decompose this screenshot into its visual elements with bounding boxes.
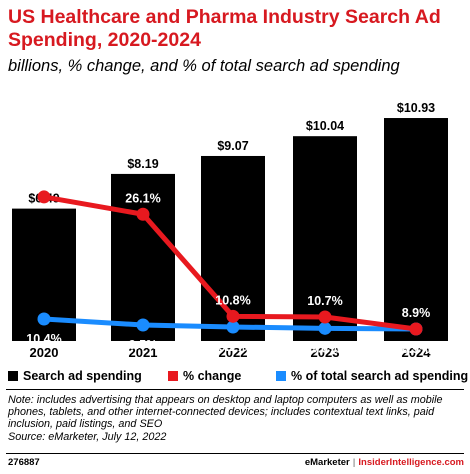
share-of-total-label-2024: 8.9%: [402, 342, 431, 356]
footer-divider: [6, 453, 464, 454]
share-of-total-label-2020: 10.4%: [26, 332, 61, 346]
legend-label-percent-of-total: % of total search ad spending: [291, 369, 469, 383]
bar-2023: [293, 136, 357, 341]
percent-change-label-2022: 10.8%: [215, 293, 250, 307]
share-of-total-point-2021: [136, 318, 150, 332]
legend-item-search-ad-spending: Search ad spending: [8, 369, 142, 383]
x-tick-2024: 2024: [402, 345, 432, 360]
bar-2021: [111, 173, 175, 341]
share-of-total-point-2020: [37, 312, 51, 326]
note-text: Note: includes advertising that appears …: [8, 394, 443, 431]
bar-label-2023: $10.04: [306, 119, 344, 133]
x-tick-2022: 2022: [219, 345, 248, 360]
brand-site: InsiderIntelligence.com: [358, 457, 464, 468]
percent-change-point-2020: [37, 190, 51, 204]
percent-change-label-2020: 28.7%: [26, 174, 61, 188]
legend-swatch-percent-of-total: [276, 371, 286, 381]
percent-change-point-2023: [318, 310, 332, 324]
chart-note: Note: includes advertising that appears …: [8, 394, 466, 443]
brand-separator: |: [352, 457, 356, 468]
brand-credit: eMarketer | InsiderIntelligence.com: [305, 457, 464, 468]
share-of-total-label-2021: 9.5%: [129, 338, 158, 352]
legend-label-search-ad-spending: Search ad spending: [23, 369, 142, 383]
share-of-total-point-2023: [318, 321, 332, 335]
footer: 276887 eMarketer | InsiderIntelligence.com: [8, 457, 464, 471]
bar-2024: [384, 118, 448, 341]
percent-change-label-2024: 8.9%: [402, 306, 431, 320]
chart-subtitle: billions, % change, and % of total searc…: [8, 57, 400, 75]
percent-change-label-2021: 26.1%: [125, 191, 160, 205]
note-divider: [6, 389, 464, 390]
share-of-total-label-2023: 9.0%: [311, 341, 340, 355]
chart-legend: Search ad spending % change % of total s…: [8, 369, 468, 385]
share-of-total-label-2022: 9.2%: [219, 340, 248, 354]
x-tick-2020: 2020: [30, 345, 59, 360]
chart-title: US Healthcare and Pharma Industry Search…: [8, 6, 441, 51]
bar-label-2021: $8.19: [127, 157, 158, 171]
legend-label-percent-change: % change: [183, 369, 242, 383]
legend-swatch-percent-change: [168, 371, 178, 381]
chart-plot: $6.49$8.19$9.07$10.04$10.932020202120222…: [12, 101, 448, 360]
legend-item-percent-of-total: % of total search ad spending: [276, 369, 468, 383]
source-text: Source: eMarketer, July 12, 2022: [8, 430, 167, 443]
x-tick-2023: 2023: [311, 345, 340, 360]
chart-id: 276887: [8, 457, 40, 468]
bar-label-2024: $10.93: [397, 101, 435, 115]
x-tick-2021: 2021: [129, 345, 158, 360]
legend-swatch-search-ad-spending: [8, 371, 18, 381]
bar-label-2022: $9.07: [217, 139, 248, 153]
share-of-total-point-2022: [226, 320, 240, 334]
percent-change-point-2022: [226, 309, 240, 323]
brand-name: eMarketer: [304, 457, 350, 468]
percent-change-point-2024: [409, 322, 423, 336]
legend-item-percent-change: % change: [168, 369, 241, 383]
percent-change-point-2021: [136, 207, 150, 221]
percent-change-label-2023: 10.7%: [307, 294, 342, 308]
